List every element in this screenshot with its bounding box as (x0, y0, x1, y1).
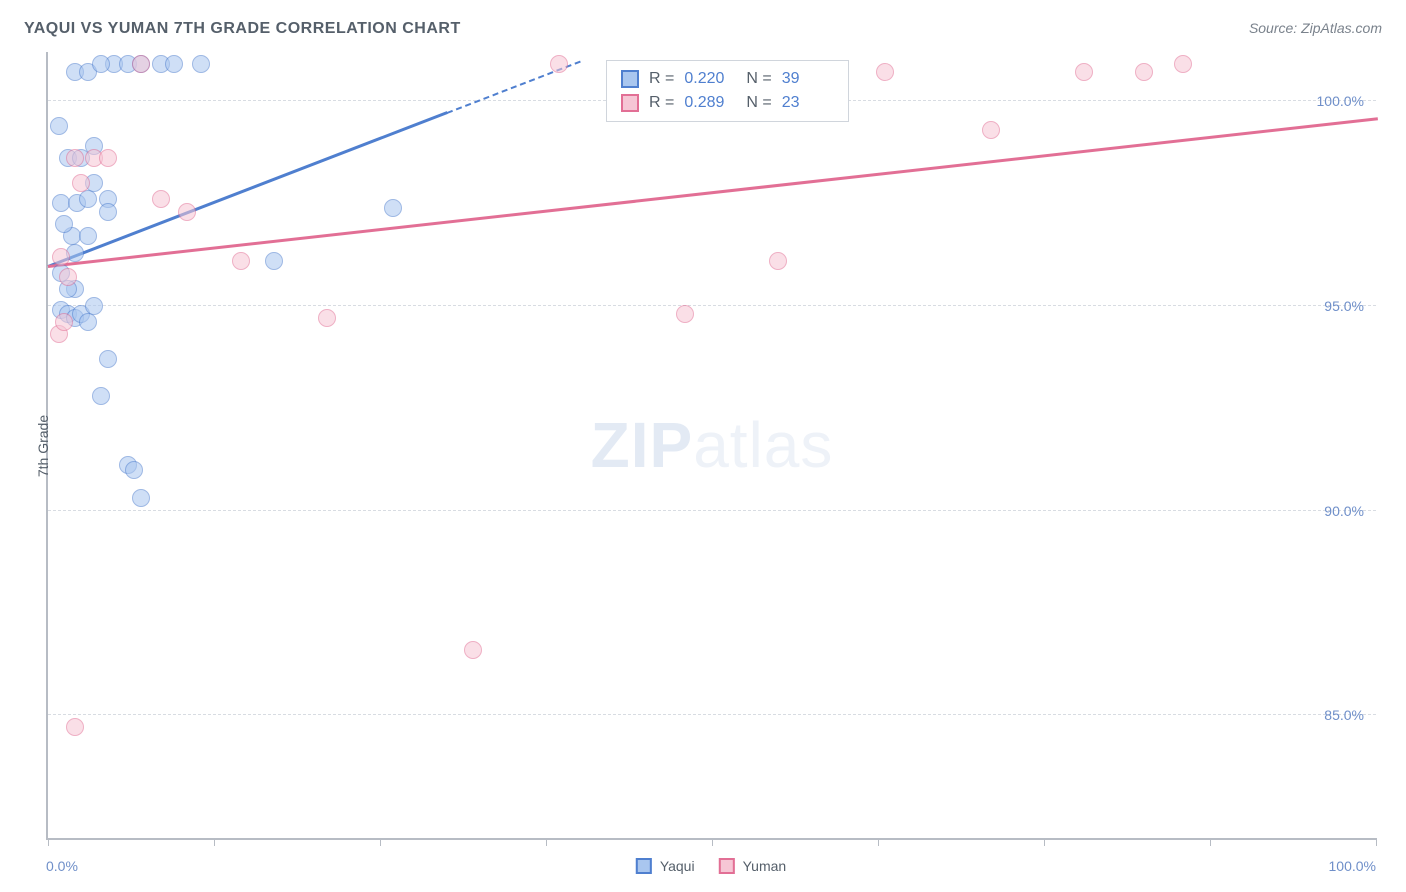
bottom-legend: Yaqui Yuman (636, 858, 786, 874)
data-point (876, 63, 894, 81)
data-point (85, 297, 103, 315)
n-label: N = (746, 67, 771, 91)
x-tick (1210, 838, 1211, 846)
data-point (59, 268, 77, 286)
data-point (52, 248, 70, 266)
data-point (66, 718, 84, 736)
gridline-h (48, 510, 1376, 511)
x-tick (546, 838, 547, 846)
y-tick-label: 90.0% (1324, 503, 1364, 519)
data-point (92, 55, 110, 73)
chart-title: YAQUI VS YUMAN 7TH GRADE CORRELATION CHA… (24, 20, 461, 38)
x-tick (48, 838, 49, 846)
legend-label: Yuman (743, 858, 787, 874)
gridline-h (48, 305, 1376, 306)
data-point (769, 252, 787, 270)
legend-swatch (621, 70, 639, 88)
x-tick (380, 838, 381, 846)
data-point (318, 309, 336, 327)
r-value: 0.220 (684, 67, 736, 91)
data-point (79, 190, 97, 208)
legend-swatch (719, 858, 735, 874)
gridline-h (48, 714, 1376, 715)
data-point (265, 252, 283, 270)
data-point (152, 190, 170, 208)
data-point (99, 149, 117, 167)
watermark: ZIPatlas (591, 408, 834, 482)
data-point (178, 203, 196, 221)
n-label: N = (746, 91, 771, 115)
data-point (79, 313, 97, 331)
data-point (125, 461, 143, 479)
n-value: 39 (782, 67, 834, 91)
data-point (192, 55, 210, 73)
data-point (55, 215, 73, 233)
data-point (72, 174, 90, 192)
data-point (232, 252, 250, 270)
y-tick-label: 95.0% (1324, 298, 1364, 314)
legend-item: Yaqui (636, 858, 695, 874)
x-axis-min-label: 0.0% (46, 858, 78, 874)
plot-area: ZIPatlas 85.0% 90.0% 95.0% 100.0% R = 0.220 N … (46, 52, 1376, 840)
data-point (384, 199, 402, 217)
data-point (1135, 63, 1153, 81)
r-label: R = (649, 91, 674, 115)
legend-swatch (636, 858, 652, 874)
correlation-row: R = 0.289 N = 23 (621, 91, 834, 115)
correlation-row: R = 0.220 N = 39 (621, 67, 834, 91)
y-tick-label: 85.0% (1324, 707, 1364, 723)
x-axis-max-label: 100.0% (1329, 858, 1376, 874)
chart-header: YAQUI VS YUMAN 7TH GRADE CORRELATION CHA… (0, 0, 1406, 46)
r-label: R = (649, 67, 674, 91)
data-point (79, 227, 97, 245)
chart-source: Source: ZipAtlas.com (1249, 20, 1382, 36)
data-point (982, 121, 1000, 139)
trend-line (48, 118, 1378, 269)
data-point (550, 55, 568, 73)
data-point (99, 203, 117, 221)
x-tick (1376, 838, 1377, 846)
data-point (1174, 55, 1192, 73)
x-tick (1044, 838, 1045, 846)
x-tick (214, 838, 215, 846)
data-point (55, 313, 73, 331)
data-point (132, 55, 150, 73)
x-tick (878, 838, 879, 846)
data-point (92, 387, 110, 405)
y-axis-title: 7th Grade (35, 415, 51, 477)
data-point (464, 641, 482, 659)
plot-canvas: ZIPatlas 85.0% 90.0% 95.0% 100.0% R = 0.220 N … (46, 52, 1376, 840)
correlation-legend: R = 0.220 N = 39 R = 0.289 N = 23 (606, 60, 849, 122)
legend-label: Yaqui (660, 858, 695, 874)
data-point (1075, 63, 1093, 81)
n-value: 23 (782, 91, 834, 115)
data-point (676, 305, 694, 323)
data-point (50, 117, 68, 135)
x-tick (712, 838, 713, 846)
data-point (66, 149, 84, 167)
r-value: 0.289 (684, 91, 736, 115)
legend-swatch (621, 94, 639, 112)
data-point (132, 489, 150, 507)
y-tick-label: 100.0% (1317, 93, 1364, 109)
data-point (165, 55, 183, 73)
legend-item: Yuman (719, 858, 787, 874)
data-point (99, 350, 117, 368)
